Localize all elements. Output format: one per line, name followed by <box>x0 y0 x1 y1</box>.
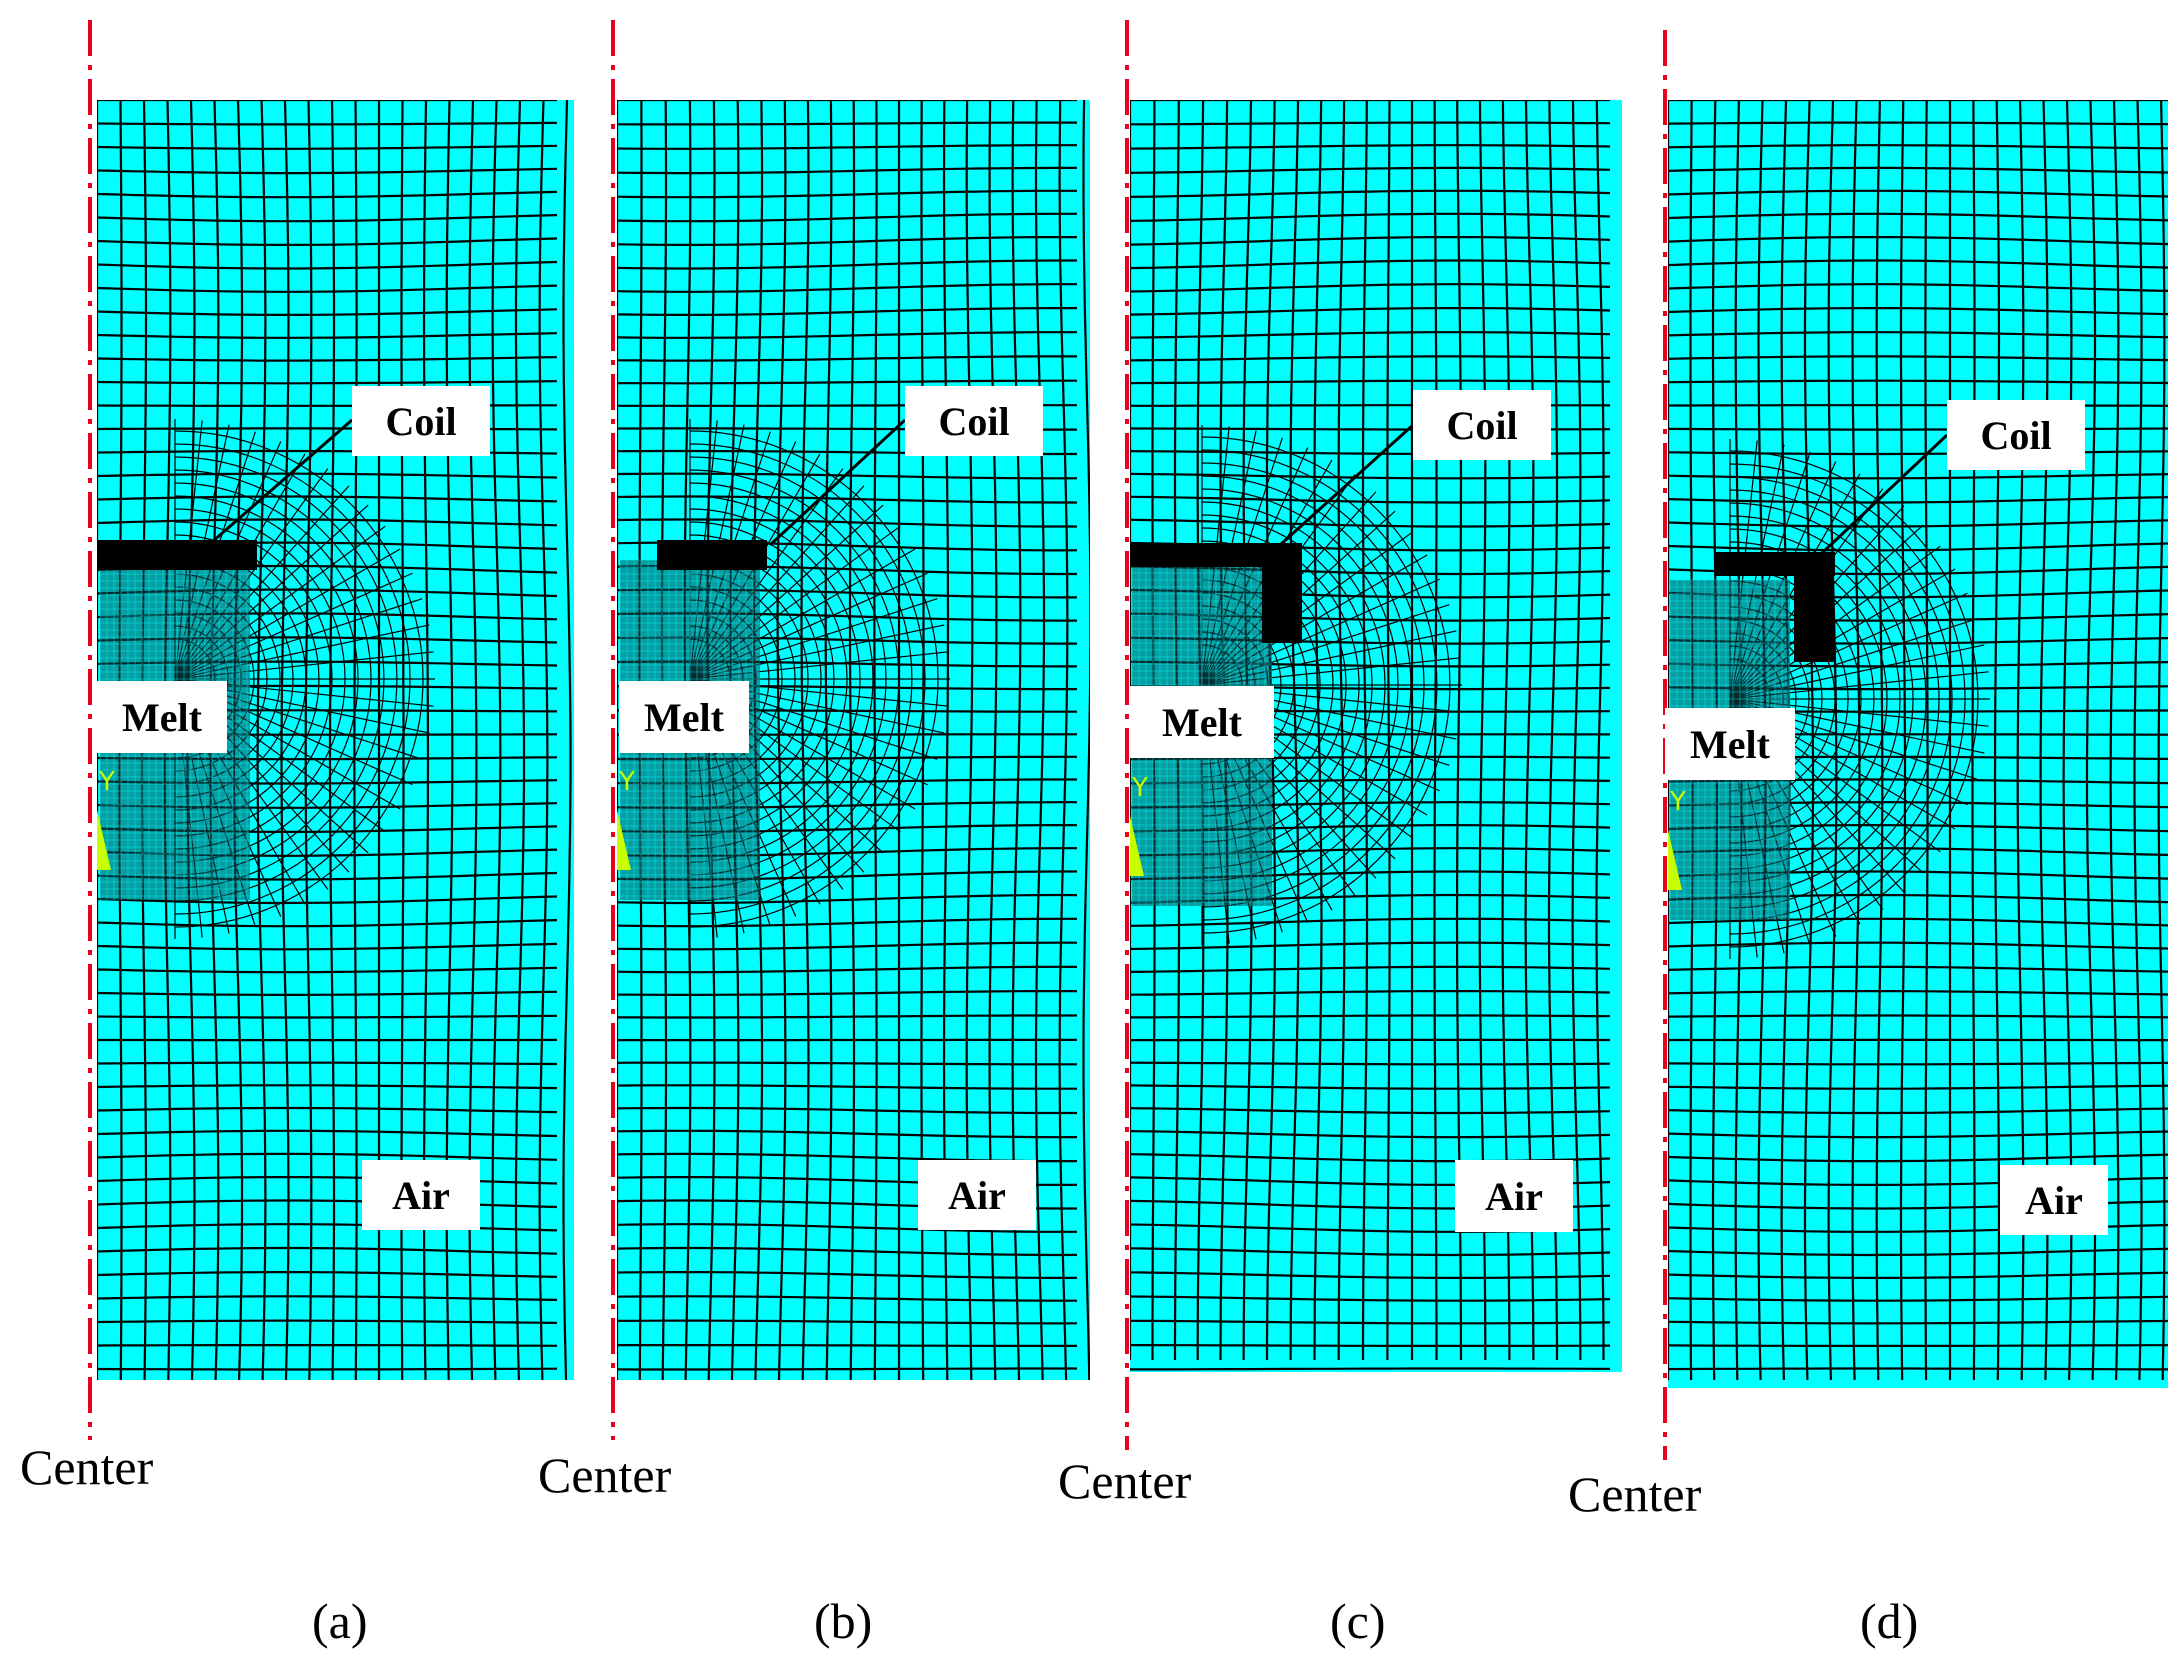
coil-label-d: Coil <box>1947 400 2085 470</box>
coil-region <box>1794 552 1834 662</box>
coil-leader-line <box>768 418 907 547</box>
coil-leader-line <box>1818 433 1949 557</box>
air-label-b: Air <box>918 1160 1036 1230</box>
air-label-c: Air <box>1455 1160 1573 1232</box>
mesh-lines <box>97 100 572 1380</box>
coil-region <box>97 540 257 570</box>
y-axis-glyph: Y <box>1669 787 1686 817</box>
center-label-d: Center <box>1568 1466 1702 1522</box>
coil-region <box>657 540 767 570</box>
coil-leader-line <box>1278 423 1415 547</box>
center-label-b: Center <box>538 1447 672 1503</box>
axis-triad-icon <box>1668 830 1682 890</box>
y-axis-glyph: Y <box>1131 773 1148 803</box>
air-label-a: Air <box>362 1160 480 1230</box>
caption-a: (a) <box>312 1593 368 1649</box>
centerline-b <box>611 20 615 1440</box>
coil-label-a: Coil <box>352 386 490 456</box>
mesh-panel-a: Y <box>97 100 574 1380</box>
caption-d: (d) <box>1860 1593 1919 1649</box>
melt-label-b: Melt <box>619 681 749 753</box>
axis-triad-icon <box>97 810 111 870</box>
centerline-c <box>1125 20 1129 1450</box>
y-axis-glyph: Y <box>98 767 115 797</box>
melt-label-c: Melt <box>1130 686 1274 758</box>
axis-triad-icon <box>1130 816 1144 876</box>
caption-c: (c) <box>1330 1593 1386 1649</box>
y-axis-glyph: Y <box>618 767 635 797</box>
center-label-c: Center <box>1058 1453 1192 1509</box>
coil-label-c: Coil <box>1413 390 1551 460</box>
center-label-a: Center <box>20 1439 154 1495</box>
air-label-d: Air <box>2000 1165 2108 1235</box>
caption-b: (b) <box>814 1593 873 1649</box>
coil-label-b: Coil <box>905 386 1043 456</box>
coil-leader-line <box>211 418 353 544</box>
coil-region <box>1262 543 1302 643</box>
melt-label-d: Melt <box>1665 708 1795 780</box>
melt-label-a: Melt <box>97 681 227 753</box>
centerline-a <box>88 20 92 1440</box>
axis-triad-icon <box>617 810 631 870</box>
